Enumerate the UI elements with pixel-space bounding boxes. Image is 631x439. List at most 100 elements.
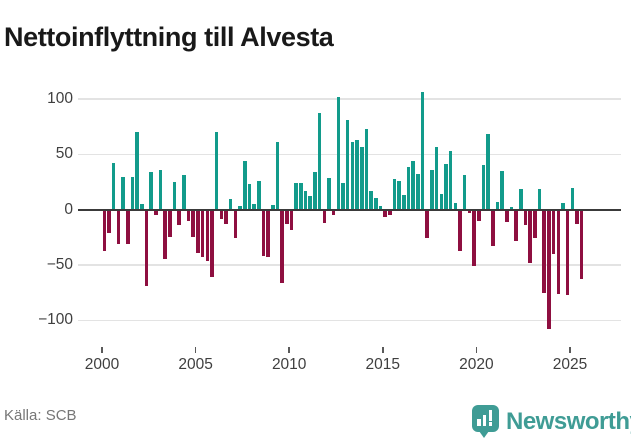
mini-exclamation-icon: [488, 410, 493, 421]
bar-2007-Q1: [233, 209, 238, 239]
bar-2013-Q4: [359, 146, 364, 210]
y-axis-label-50: 50: [55, 145, 73, 163]
x-axis-label-2020: 2020: [459, 356, 494, 373]
bar-2022-Q1: [514, 209, 518, 241]
bar-2021-Q4: [509, 207, 514, 210]
gridline-y--100: [78, 319, 621, 322]
bar-2019-Q1: [458, 209, 462, 251]
bar-2011-Q3: [317, 113, 322, 210]
bar-2005-Q3: [205, 209, 210, 261]
bar-2018-Q1: [439, 194, 444, 210]
bar-2002-Q3: [149, 172, 153, 210]
bar-2014-Q2: [369, 190, 373, 210]
bar-2022-Q4: [528, 209, 532, 263]
bar-2011-Q2: [313, 172, 317, 210]
bar-2001-Q4: [135, 132, 139, 210]
bar-2019-Q4: [472, 209, 476, 267]
mini-exclamation-dot-icon: [488, 422, 493, 426]
bar-2023-Q1: [533, 209, 537, 239]
x-axis-tick-2015: [382, 347, 384, 353]
bar-2001-Q3: [130, 176, 135, 210]
bar-2012-Q4: [341, 183, 345, 210]
bar-2024-Q3: [561, 203, 565, 210]
bar-2024-Q2: [556, 209, 561, 294]
bar-2006-Q3: [224, 209, 228, 225]
bar-2008-Q1: [252, 204, 256, 210]
bar-2021-Q2: [500, 170, 504, 210]
bar-2004-Q3: [186, 209, 191, 221]
bar-2013-Q1: [345, 120, 350, 210]
zero-axis-line: [78, 208, 621, 211]
y-axis-label-0: 0: [64, 200, 73, 218]
bar-2011-Q1: [308, 196, 313, 210]
bar-2025-Q3: [579, 209, 584, 280]
bar-2010-Q3: [299, 183, 303, 210]
bar-2016-Q3: [411, 161, 415, 210]
bar-2010-Q2: [294, 183, 298, 210]
bar-2016-Q4: [416, 174, 420, 210]
y-axis-label-100: 100: [47, 90, 73, 108]
bar-2007-Q2: [238, 206, 242, 210]
bar-2001-Q2: [125, 209, 130, 244]
newsworthy-logo: Newsworthy: [472, 405, 631, 439]
bar-2004-Q4: [191, 209, 196, 238]
bar-2020-Q2: [481, 165, 486, 210]
x-axis-tick-2025: [569, 347, 571, 353]
bar-2019-Q2: [462, 175, 467, 210]
bar-2020-Q4: [490, 209, 495, 247]
bar-2009-Q2: [275, 142, 280, 210]
bar-2003-Q2: [163, 209, 167, 260]
newsworthy-wordmark: Newsworthy: [506, 408, 631, 435]
mini-bar-icon: [482, 415, 487, 426]
bar-2006-Q2: [219, 209, 224, 219]
bar-2024-Q4: [565, 209, 570, 295]
bar-2023-Q4: [547, 209, 551, 330]
bar-2012-Q1: [327, 177, 331, 210]
y-axis-label--50: −50: [46, 256, 73, 274]
bar-2006-Q1: [214, 132, 219, 210]
x-axis-label-2025: 2025: [552, 356, 588, 373]
x-axis-label-2010: 2010: [271, 356, 307, 373]
source-note: Källa: SCB: [4, 407, 77, 424]
x-axis-label-2000: 2000: [84, 356, 120, 373]
bar-2004-Q1: [177, 209, 181, 226]
bar-2021-Q3: [505, 209, 509, 222]
bar-2011-Q4: [322, 209, 327, 223]
gridline-y-50: [78, 153, 621, 156]
bar-2012-Q3: [336, 96, 341, 210]
bar-2021-Q1: [495, 201, 500, 210]
bar-2016-Q1: [402, 195, 406, 210]
bar-2025-Q1: [570, 187, 575, 210]
bar-2008-Q2: [256, 180, 261, 210]
page-title: Nettoinflyttning till Alvesta: [4, 22, 334, 53]
bar-2003-Q3: [168, 209, 172, 238]
bar-2007-Q4: [247, 184, 252, 210]
bar-2025-Q2: [575, 209, 579, 225]
x-axis-tick-2000: [101, 347, 103, 353]
bar-2023-Q3: [542, 209, 547, 293]
bar-2004-Q2: [182, 175, 186, 210]
bar-2007-Q3: [242, 161, 247, 210]
bar-2010-Q1: [289, 209, 294, 230]
bar-2014-Q1: [364, 128, 369, 210]
gridline-y--50: [78, 264, 621, 266]
bar-2014-Q3: [373, 197, 378, 210]
bar-2016-Q2: [406, 166, 411, 210]
bar-2005-Q4: [210, 209, 214, 278]
bar-2000-Q1: [102, 209, 107, 251]
x-axis-label-2005: 2005: [178, 356, 213, 373]
bar-2015-Q2: [388, 209, 392, 216]
bar-2009-Q3: [280, 209, 284, 283]
bar-2018-Q3: [448, 151, 453, 210]
bar-2015-Q4: [397, 180, 401, 210]
bar-2022-Q3: [523, 209, 528, 226]
bar-2022-Q2: [519, 188, 523, 210]
bar-2015-Q1: [383, 209, 387, 218]
y-axis-label--100: −100: [38, 311, 73, 329]
bar-2001-Q1: [121, 176, 125, 210]
x-axis-tick-2005: [194, 347, 197, 353]
bar-2019-Q3: [467, 209, 472, 213]
bar-2002-Q1: [139, 204, 144, 210]
bar-2012-Q2: [331, 209, 336, 216]
